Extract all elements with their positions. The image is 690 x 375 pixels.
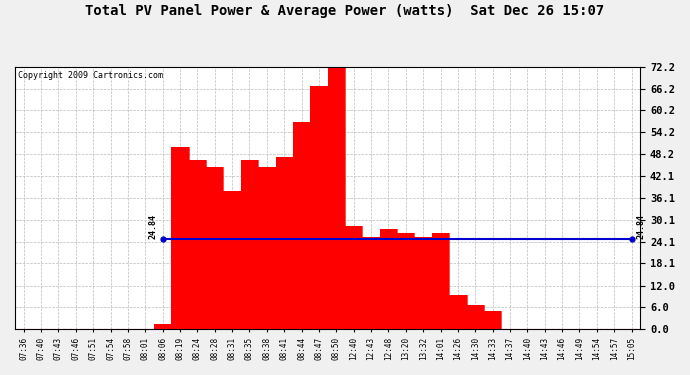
Text: Copyright 2009 Cartronics.com: Copyright 2009 Cartronics.com — [18, 70, 163, 80]
Text: 24.84: 24.84 — [148, 214, 157, 239]
Text: 24.84: 24.84 — [637, 214, 646, 239]
Text: Total PV Panel Power & Average Power (watts)  Sat Dec 26 15:07: Total PV Panel Power & Average Power (wa… — [86, 4, 604, 18]
